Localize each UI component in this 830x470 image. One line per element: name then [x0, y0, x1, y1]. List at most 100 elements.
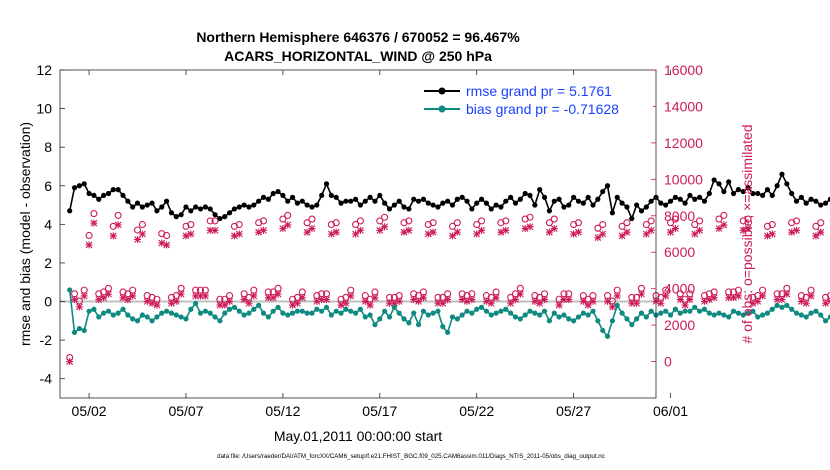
bias-point	[512, 314, 519, 320]
rmse-point	[333, 194, 339, 200]
obs-assimilated-point	[647, 226, 655, 234]
rmse-point	[348, 198, 354, 204]
bias-point	[692, 304, 698, 310]
obs-possible-point	[303, 219, 311, 227]
obs-assimilated-point	[250, 292, 258, 300]
obs-assimilated-point	[482, 297, 490, 305]
obs-possible-point	[376, 217, 384, 225]
rmse-point	[202, 204, 208, 210]
bias-point	[285, 312, 291, 318]
obs-possible-point	[255, 219, 263, 227]
obs-assimilated-point	[366, 301, 374, 309]
rmse-point	[643, 204, 649, 210]
obs-assimilated-point	[662, 292, 670, 300]
obs-assimilated-point	[167, 299, 175, 307]
bias-point	[289, 310, 296, 316]
obs-assimilated-point	[323, 296, 331, 304]
rmse-point	[280, 192, 286, 199]
obs-possible-point	[381, 213, 389, 221]
bias-point	[207, 310, 213, 316]
obs-assimilated-point	[642, 230, 650, 238]
rmse-point	[362, 198, 368, 204]
obs-assimilated-point	[75, 303, 83, 311]
obs-assimilated-point	[691, 230, 699, 238]
obs-possible-point	[497, 219, 505, 227]
bias-point	[188, 306, 194, 312]
bias-point	[377, 316, 383, 322]
obs-assimilated-point	[230, 232, 238, 240]
rmse-point	[173, 214, 179, 220]
obs-possible-point	[812, 222, 820, 230]
bias-point	[629, 322, 635, 328]
rmse-point	[488, 206, 494, 212]
rmse-point	[498, 204, 504, 210]
obs-assimilated-point	[492, 294, 500, 302]
x-tick-label: 06/01	[653, 403, 688, 419]
obs-possible-point	[623, 219, 631, 227]
bias-point	[168, 310, 175, 316]
rmse-point	[638, 208, 645, 214]
rmse-point	[411, 196, 417, 202]
bias-point	[348, 308, 354, 314]
obs-assimilated-point	[390, 299, 398, 307]
rmse-point	[827, 196, 830, 202]
bias-point	[818, 312, 824, 318]
rmse-point	[663, 202, 669, 208]
rmse-point	[231, 206, 238, 212]
data-file-footnote: data file: /Users/raeder/DAI/ATM_forcXX/…	[217, 453, 605, 460]
bias-point	[546, 318, 552, 324]
obs-possible-point	[763, 222, 771, 230]
obs-assimilated-point	[327, 230, 335, 238]
rmse-point	[386, 206, 393, 212]
obs-assimilated-point	[565, 296, 573, 304]
rmse-point	[667, 198, 674, 204]
obs-possible-point	[356, 217, 364, 225]
bias-point	[134, 318, 141, 324]
bias-point	[697, 308, 703, 314]
obs-assimilated-point	[71, 296, 79, 304]
bias-point	[430, 310, 436, 316]
x-tick-label: 05/17	[362, 403, 397, 419]
obs-assimilated-point	[468, 296, 476, 304]
obs-assimilated-point	[594, 234, 602, 242]
obs-assimilated-point	[599, 230, 607, 238]
bias-point	[309, 310, 315, 316]
bias-point	[139, 312, 145, 318]
bias-point	[367, 312, 373, 318]
rmse-point	[319, 192, 325, 199]
bias-point	[663, 308, 669, 314]
obs-assimilated-point	[458, 296, 466, 304]
bias-point	[793, 310, 800, 316]
obs-possible-point	[400, 219, 408, 227]
bias-point	[750, 308, 756, 314]
rmse-point	[600, 188, 606, 195]
bias-point	[154, 314, 160, 320]
bias-point	[265, 314, 271, 320]
rmse-point	[382, 200, 388, 206]
obs-assimilated-point	[734, 292, 742, 300]
obs-possible-point	[279, 215, 287, 223]
bias-point	[173, 312, 179, 318]
obs-possible-point	[792, 217, 801, 225]
obs-assimilated-point	[696, 226, 704, 234]
rmse-point	[517, 196, 523, 202]
rmse-point	[377, 192, 383, 199]
bias-point	[760, 312, 766, 318]
bias-point	[716, 310, 722, 316]
obs-assimilated-point	[797, 297, 805, 305]
bias-point	[294, 308, 301, 314]
bias-point	[76, 325, 82, 332]
rmse-point	[745, 185, 751, 191]
y-left-tick-label: -2	[40, 332, 53, 348]
bias-point	[600, 327, 606, 334]
obs-assimilated-point	[143, 297, 151, 305]
rmse-point	[614, 194, 620, 200]
bias-point	[130, 316, 136, 322]
rmse-point	[294, 200, 301, 206]
obs-assimilated-point	[410, 296, 418, 304]
bias-point	[585, 312, 591, 318]
bias-point	[236, 308, 242, 314]
obs-assimilated-point	[332, 228, 340, 236]
rmse-point	[105, 190, 112, 197]
